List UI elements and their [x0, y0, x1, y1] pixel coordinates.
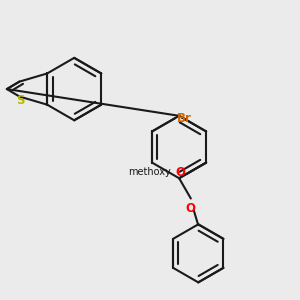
Text: O: O [186, 202, 196, 215]
Text: methoxy: methoxy [128, 167, 171, 177]
Text: Br: Br [177, 112, 191, 125]
Text: O: O [176, 166, 186, 178]
Text: S: S [16, 94, 25, 106]
